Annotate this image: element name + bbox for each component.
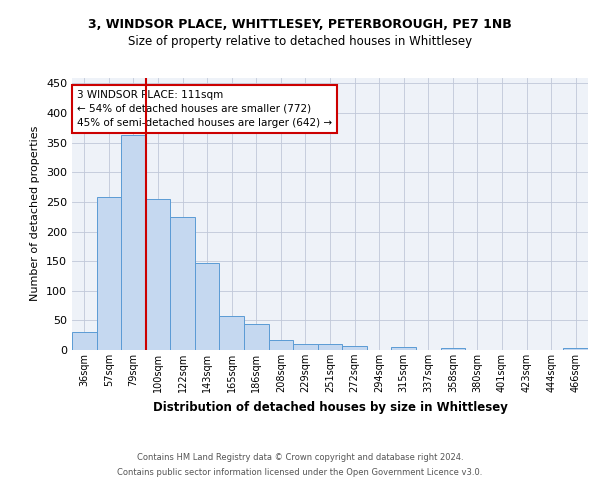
Bar — [244, 324, 269, 350]
Bar — [146, 199, 170, 350]
Bar — [170, 218, 195, 350]
Text: 3 WINDSOR PLACE: 111sqm
← 54% of detached houses are smaller (772)
45% of semi-d: 3 WINDSOR PLACE: 111sqm ← 54% of detache… — [77, 90, 332, 128]
Bar — [220, 316, 244, 350]
Bar — [318, 344, 342, 350]
Bar — [72, 332, 97, 350]
Bar — [121, 135, 146, 350]
Text: Contains public sector information licensed under the Open Government Licence v3: Contains public sector information licen… — [118, 468, 482, 477]
Bar — [563, 348, 588, 350]
Bar — [342, 346, 367, 350]
Bar — [391, 347, 416, 350]
Bar — [293, 344, 318, 350]
Text: 3, WINDSOR PLACE, WHITTLESEY, PETERBOROUGH, PE7 1NB: 3, WINDSOR PLACE, WHITTLESEY, PETERBOROU… — [88, 18, 512, 30]
Y-axis label: Number of detached properties: Number of detached properties — [31, 126, 40, 302]
Bar — [269, 340, 293, 350]
Text: Distribution of detached houses by size in Whittlesey: Distribution of detached houses by size … — [152, 401, 508, 414]
Bar — [195, 263, 220, 350]
Text: Size of property relative to detached houses in Whittlesey: Size of property relative to detached ho… — [128, 35, 472, 48]
Bar — [440, 348, 465, 350]
Bar — [97, 196, 121, 350]
Text: Contains HM Land Registry data © Crown copyright and database right 2024.: Contains HM Land Registry data © Crown c… — [137, 453, 463, 462]
